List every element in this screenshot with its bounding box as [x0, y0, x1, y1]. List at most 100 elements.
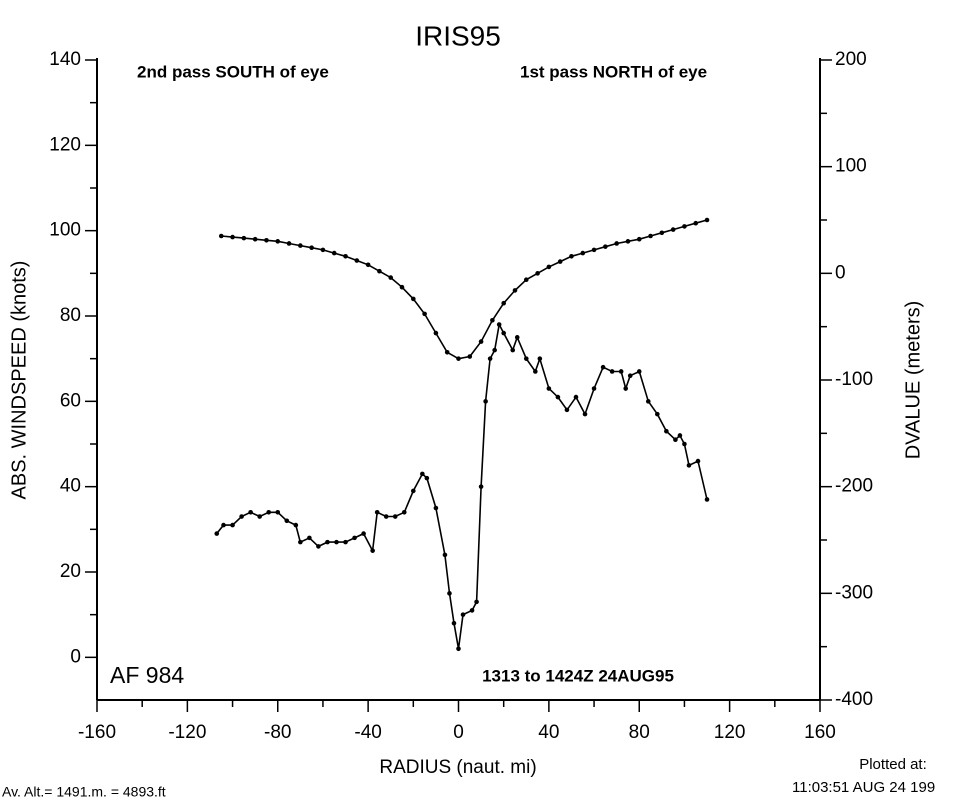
data-point: [343, 539, 348, 545]
y2-axis-label: DVALUE (meters): [902, 301, 924, 460]
data-point: [704, 217, 710, 223]
x-tick-label: 160: [804, 722, 836, 743]
footer: 11:03:51 AUG 24 199: [792, 779, 935, 796]
data-point: [433, 330, 439, 336]
y2-tick-label: 0: [835, 262, 846, 283]
data-point: [331, 250, 337, 256]
data-point: [370, 548, 375, 553]
data-point: [316, 544, 321, 549]
data-point: [659, 230, 665, 236]
data-point: [614, 241, 619, 246]
data-point: [411, 488, 416, 494]
x-axis-label: RADIUS (naut. mi): [379, 757, 536, 778]
data-point: [501, 300, 506, 306]
x-tick-label: 120: [714, 722, 746, 743]
data-point: [600, 364, 606, 370]
data-point: [478, 484, 484, 489]
data-point: [266, 509, 272, 515]
data-point: [523, 277, 529, 283]
data-point: [241, 235, 247, 241]
data-point: [591, 247, 597, 253]
y2-tick-label: 200: [835, 49, 867, 70]
data-point: [383, 514, 389, 519]
data-point: [514, 335, 520, 340]
annotation: 2nd pass SOUTH of eye: [137, 62, 329, 81]
data-point: [221, 522, 226, 528]
data-point: [365, 262, 371, 268]
data-point: [352, 535, 357, 541]
y-tick-label: 140: [49, 49, 81, 70]
data-point: [451, 620, 457, 626]
data-point: [447, 591, 452, 596]
data-point: [298, 243, 303, 248]
y-tick-label: 80: [60, 305, 81, 326]
data-point: [388, 275, 394, 280]
data-point: [623, 386, 628, 391]
data-point: [664, 428, 669, 434]
data-point: [433, 505, 439, 511]
y-tick-label: 60: [60, 390, 81, 411]
y-tick-label: 40: [60, 476, 81, 497]
data-point: [444, 349, 450, 355]
data-point: [474, 599, 479, 605]
x-tick-label: 40: [538, 722, 559, 743]
data-point: [420, 471, 425, 477]
data-point: [456, 646, 461, 652]
data-point: [325, 539, 330, 545]
data-point: [284, 518, 290, 524]
data-point: [569, 253, 574, 259]
data-point: [693, 220, 699, 226]
data-point: [275, 239, 281, 244]
data-point: [478, 339, 484, 344]
data-point: [298, 539, 303, 545]
data-point: [309, 245, 314, 251]
x-tick-label: 80: [629, 722, 650, 743]
data-point: [483, 399, 488, 404]
x-tick-label: -40: [354, 722, 381, 743]
y2-tick-label: -100: [835, 369, 873, 390]
data-point: [546, 386, 552, 391]
data-point: [334, 539, 339, 545]
data-point: [627, 373, 633, 379]
y-tick-label: 100: [49, 220, 81, 241]
data-point: [401, 509, 407, 515]
data-point: [537, 356, 543, 361]
data-point: [214, 531, 220, 536]
data-point: [496, 322, 502, 327]
data-point: [492, 347, 497, 353]
data-point: [533, 369, 538, 374]
data-point: [411, 296, 416, 302]
data-point: [695, 458, 701, 464]
data-point: [377, 268, 382, 274]
y2-tick-label: -400: [835, 689, 873, 710]
data-point: [655, 411, 660, 417]
data-point: [580, 250, 586, 256]
data-point: [557, 259, 563, 264]
data-point: [490, 317, 495, 323]
annotation: AF 984: [110, 662, 184, 688]
data-point: [293, 522, 299, 528]
y2-tick-label: -300: [835, 582, 873, 603]
x-tick-label: 0: [453, 722, 464, 743]
data-point: [487, 356, 493, 361]
data-point: [424, 475, 430, 481]
data-point: [673, 437, 678, 443]
data-point: [275, 509, 281, 515]
series-line: [221, 219, 708, 360]
data-point: [546, 264, 552, 270]
data-point: [307, 535, 312, 541]
data-point: [264, 237, 269, 243]
data-point: [618, 369, 624, 374]
data-point: [591, 386, 597, 391]
y2-tick-label: -200: [835, 476, 873, 497]
x-tick-label: -120: [168, 722, 206, 743]
data-point: [239, 514, 244, 519]
y-tick-label: 120: [49, 134, 81, 155]
data-point: [422, 311, 427, 317]
y-tick-label: 0: [70, 646, 81, 667]
data-point: [670, 227, 676, 232]
data-point: [625, 239, 631, 244]
data-point: [467, 354, 473, 359]
data-point: [512, 288, 518, 293]
